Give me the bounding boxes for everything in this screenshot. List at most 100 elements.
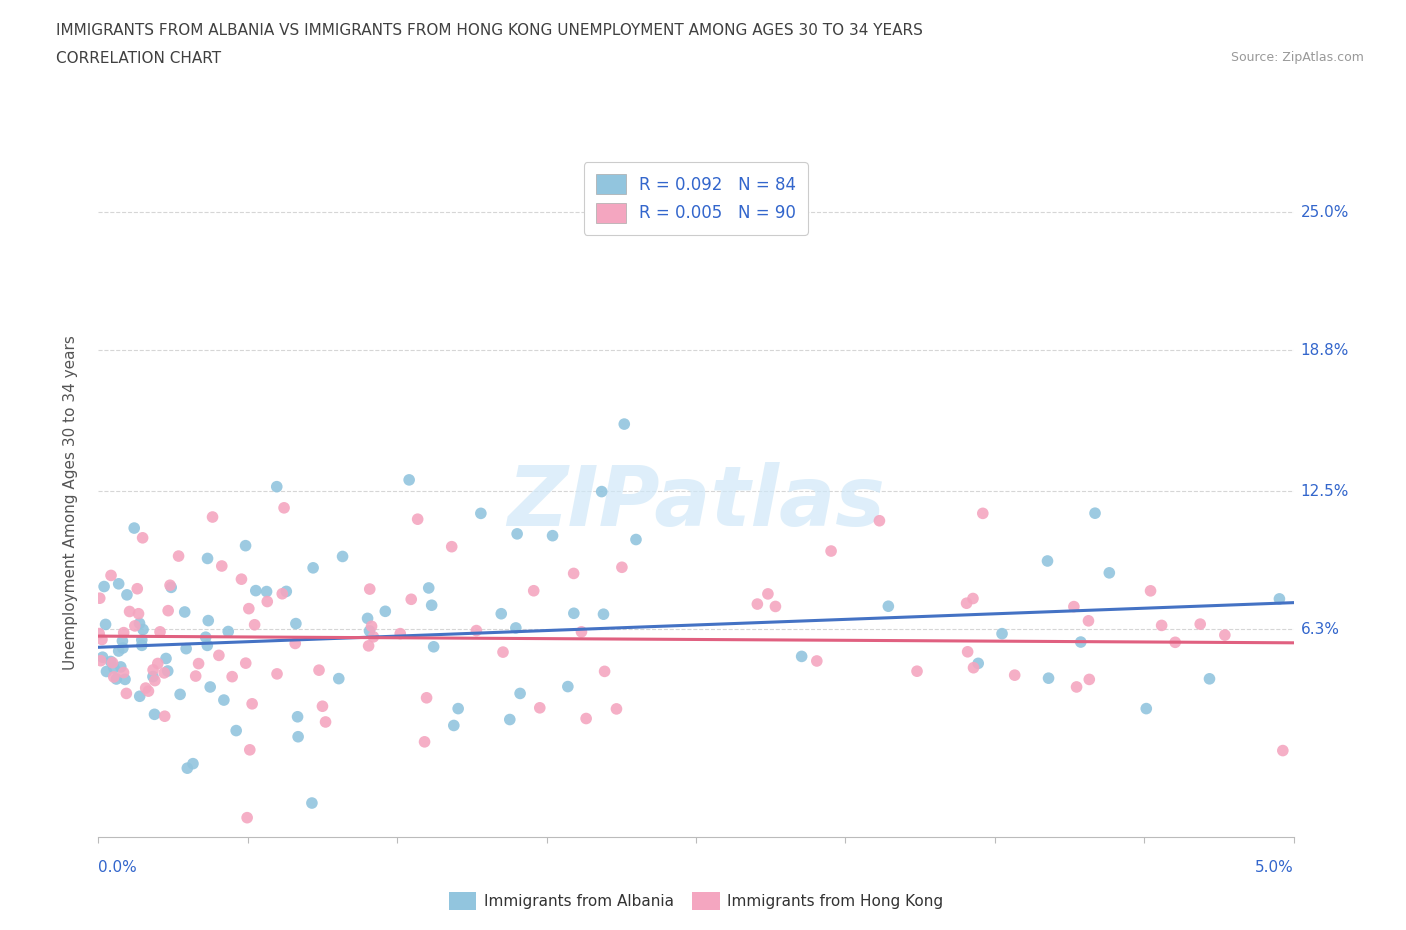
Point [360,618,382,633]
Point [1004,668,1026,683]
Point [131,638,153,653]
Point [115,686,138,701]
Point [523,583,546,598]
Point [231,572,253,587]
Point [114,672,136,687]
Point [359,581,381,596]
Point [406,512,429,526]
Point [153,666,176,681]
Point [239,742,262,757]
Point [610,560,633,575]
Text: IMMIGRANTS FROM ALBANIA VS IMMIGRANTS FROM HONG KONG UNEMPLOYMENT AMONG AGES 30 : IMMIGRANTS FROM ALBANIA VS IMMIGRANTS FR… [56,23,924,38]
Point [1098,565,1121,580]
Point [105,671,128,686]
Point [1063,599,1085,614]
Point [94,617,117,631]
Point [174,641,197,656]
Point [420,598,443,613]
Point [142,662,165,677]
Point [143,673,166,688]
Point [541,528,564,543]
Point [877,599,900,614]
Point [194,630,217,644]
Point [176,761,198,776]
Point [156,663,179,678]
Point [127,581,149,596]
Point [308,663,330,678]
Point [287,710,309,724]
Point [328,671,350,686]
Point [195,638,218,653]
Point [956,644,979,659]
Point [110,659,132,674]
Point [1271,743,1294,758]
Point [492,644,515,659]
Point [470,506,492,521]
Point [89,591,111,605]
Point [447,701,470,716]
Point [357,638,380,653]
Point [605,701,627,716]
Point [359,623,381,638]
Point [118,604,141,619]
Point [122,521,145,536]
Point [1066,680,1088,695]
Point [311,698,333,713]
Point [389,626,412,641]
Point [201,510,224,525]
Text: 25.0%: 25.0% [1301,205,1348,219]
Point [240,697,263,711]
Point [962,591,984,606]
Point [413,735,436,750]
Point [509,686,531,701]
Point [155,651,177,666]
Point [571,624,593,639]
Text: 6.3%: 6.3% [1301,622,1340,637]
Point [131,530,153,545]
Point [235,656,257,671]
Point [1164,635,1187,650]
Point [153,709,176,724]
Point [1189,617,1212,631]
Text: 5.0%: 5.0% [1254,860,1294,875]
Point [271,586,294,601]
Point [465,623,488,638]
Point [266,479,288,494]
Point [200,680,222,695]
Point [613,417,636,432]
Point [100,654,122,669]
Point [128,606,150,621]
Point [160,580,183,595]
Point [315,714,337,729]
Point [955,596,977,611]
Point [962,660,984,675]
Point [440,539,463,554]
Point [256,594,278,609]
Point [197,613,219,628]
Point [1213,628,1236,643]
Point [149,624,172,639]
Point [273,500,295,515]
Point [89,626,111,641]
Point [128,689,150,704]
Point [967,656,990,671]
Point [131,632,153,647]
Point [266,667,288,682]
Point [1139,583,1161,598]
Point [243,618,266,632]
Point [111,641,134,656]
Point [112,625,135,640]
Point [284,617,307,631]
Point [1070,634,1092,649]
Point [187,657,209,671]
Point [756,587,779,602]
Point [100,568,122,583]
Point [529,700,551,715]
Point [624,532,647,547]
Point [221,670,243,684]
Point [142,670,165,684]
Point [135,681,157,696]
Y-axis label: Unemployment Among Ages 30 to 34 years: Unemployment Among Ages 30 to 34 years [63,335,77,670]
Point [245,583,267,598]
Point [112,665,135,680]
